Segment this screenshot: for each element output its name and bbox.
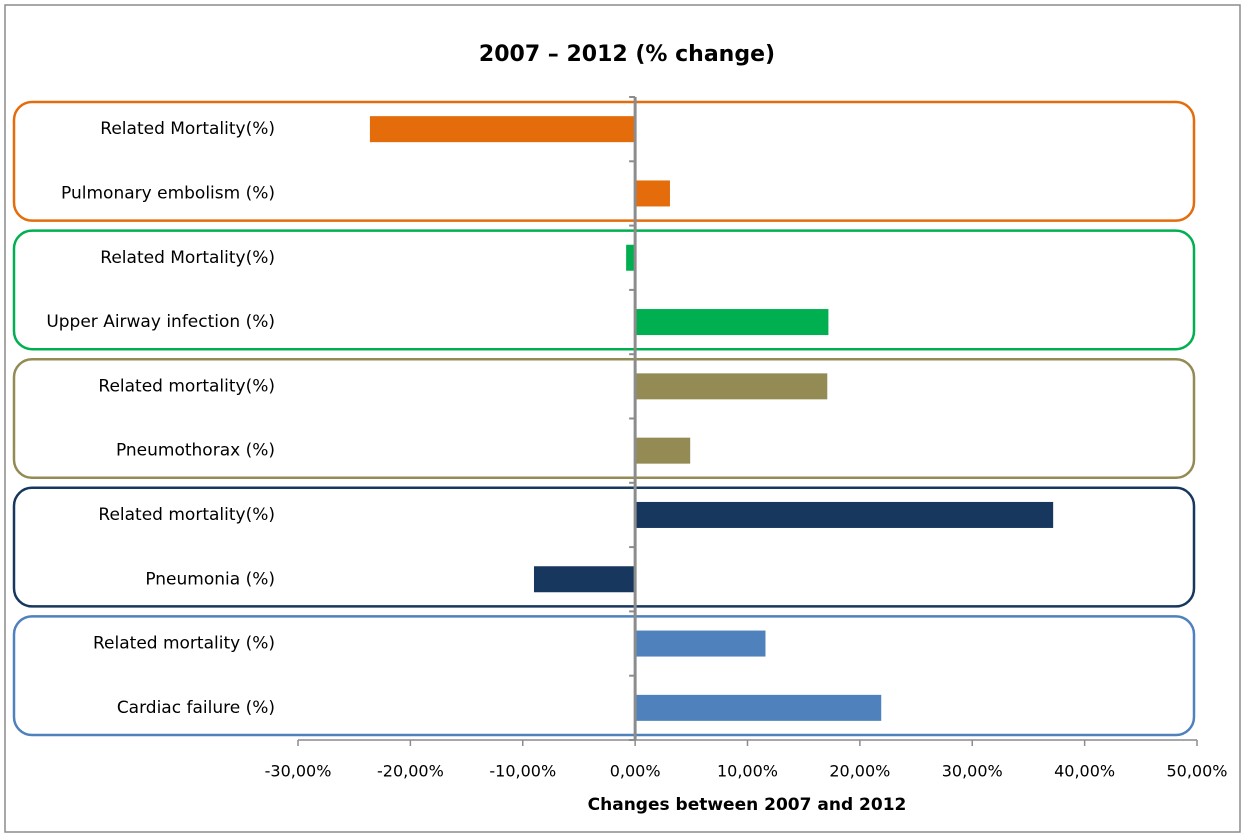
x-tick-label: 10,00% (717, 762, 778, 781)
category-label: Cardiac failure (%) (117, 698, 275, 718)
group-box (12, 357, 1196, 480)
category-label: Related mortality(%) (98, 376, 275, 396)
x-tick-label: 50,00% (1166, 762, 1227, 781)
bar (635, 630, 766, 657)
group-box (12, 100, 1196, 222)
category-label: Pneumothorax (%) (116, 441, 275, 461)
x-tick-label: 20,00% (829, 762, 890, 781)
category-label: Related mortality(%) (98, 505, 275, 525)
group-box (12, 615, 1196, 737)
x-tick-label: -10,00% (489, 762, 556, 781)
bar (635, 694, 882, 721)
bar (635, 373, 828, 400)
x-axis-title: Changes between 2007 and 2012 (588, 795, 907, 815)
x-tick-label: -30,00% (265, 762, 332, 781)
x-tick-label: 40,00% (1054, 762, 1115, 781)
category-label: Upper Airway infection (%) (46, 312, 275, 332)
group-box (12, 486, 1196, 608)
category-label: Related Mortality(%) (100, 248, 275, 268)
chart-frame (4, 4, 1241, 833)
bar (533, 566, 636, 593)
category-label: Related Mortality(%) (100, 119, 275, 139)
bar (635, 180, 670, 207)
bar (635, 437, 691, 464)
category-label: Related mortality (%) (93, 634, 275, 654)
bar (369, 116, 636, 143)
bar (635, 501, 1054, 528)
category-label: Pulmonary embolism (%) (61, 183, 275, 203)
bar (626, 244, 636, 271)
x-tick-label: 30,00% (942, 762, 1003, 781)
chart-title: 2007 – 2012 (% change) (479, 42, 775, 67)
bar (635, 309, 829, 336)
x-tick-label: 0,00% (610, 762, 661, 781)
x-tick-label: -20,00% (377, 762, 444, 781)
category-label: Pneumonia (%) (145, 569, 275, 589)
group-box (12, 229, 1196, 351)
